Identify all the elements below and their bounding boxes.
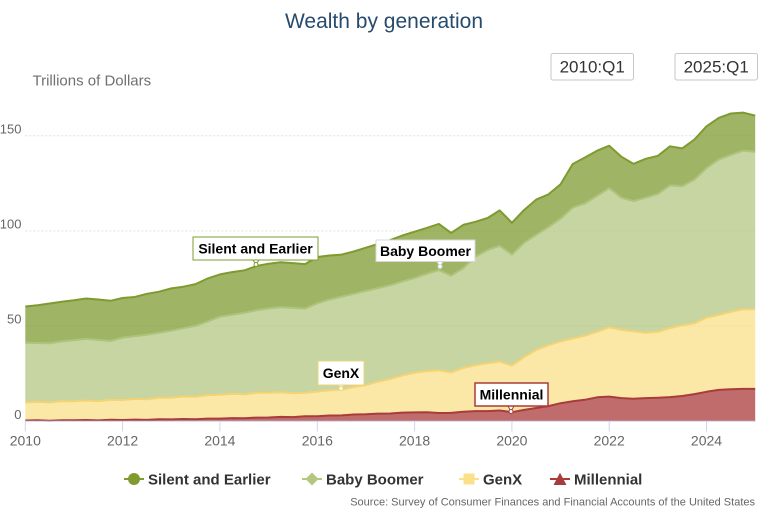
svg-text:2010: 2010 (10, 432, 41, 448)
svg-text:2018: 2018 (399, 432, 430, 448)
svg-text:Silent and Earlier: Silent and Earlier (198, 241, 313, 257)
svg-text:Wealth by generation: Wealth by generation (285, 10, 483, 33)
svg-text:Source: Survey of Consumer Fin: Source: Survey of Consumer Finances and … (350, 497, 755, 509)
svg-text:2020: 2020 (496, 432, 527, 448)
svg-text:Millennial: Millennial (574, 471, 642, 488)
svg-text:GenX: GenX (323, 365, 360, 381)
svg-text:2025:Q1: 2025:Q1 (684, 58, 749, 77)
svg-text:150: 150 (0, 121, 22, 136)
svg-text:2022: 2022 (594, 432, 625, 448)
svg-text:Millennial: Millennial (480, 387, 544, 403)
svg-text:Baby Boomer: Baby Boomer (380, 243, 472, 259)
svg-text:2016: 2016 (302, 432, 333, 448)
svg-text:Trillions of Dollars: Trillions of Dollars (33, 73, 152, 90)
svg-text:Baby Boomer: Baby Boomer (326, 471, 424, 488)
svg-text:GenX: GenX (483, 471, 522, 488)
svg-text:100: 100 (0, 217, 22, 232)
svg-text:Silent and Earlier: Silent and Earlier (148, 471, 271, 488)
svg-text:50: 50 (7, 312, 21, 327)
svg-text:2014: 2014 (204, 432, 235, 448)
svg-text:2012: 2012 (107, 432, 138, 448)
svg-text:2010:Q1: 2010:Q1 (560, 58, 625, 77)
svg-text:0: 0 (14, 407, 21, 422)
svg-text:2024: 2024 (691, 432, 722, 448)
